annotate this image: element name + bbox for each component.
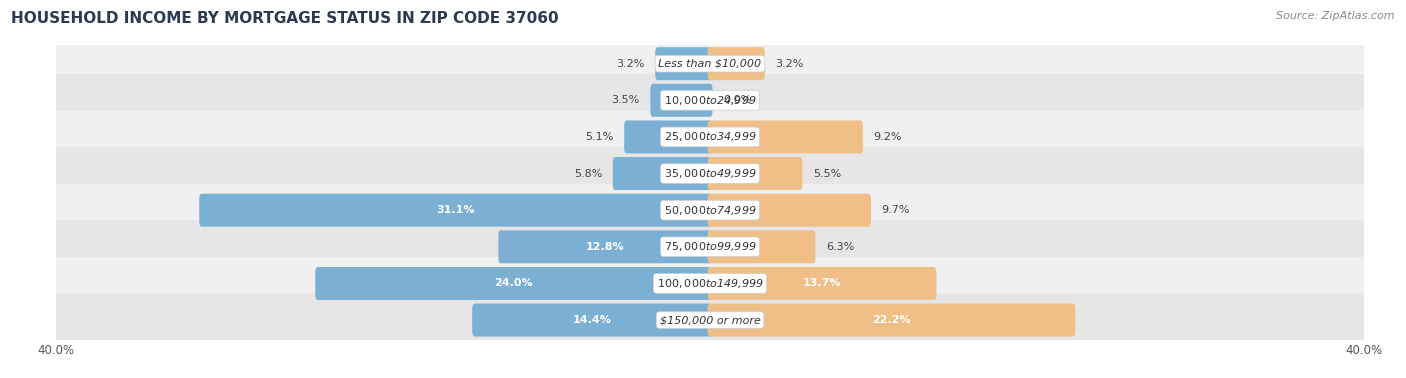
FancyBboxPatch shape (624, 121, 713, 153)
Text: $150,000 or more: $150,000 or more (659, 315, 761, 325)
FancyBboxPatch shape (52, 257, 1368, 310)
FancyBboxPatch shape (472, 304, 713, 336)
Text: 6.3%: 6.3% (827, 242, 855, 252)
FancyBboxPatch shape (655, 47, 713, 80)
Text: 31.1%: 31.1% (437, 205, 475, 215)
FancyBboxPatch shape (52, 294, 1368, 346)
Text: $75,000 to $99,999: $75,000 to $99,999 (664, 240, 756, 253)
FancyBboxPatch shape (52, 37, 1368, 90)
Text: 3.2%: 3.2% (776, 59, 804, 69)
FancyBboxPatch shape (52, 184, 1368, 237)
Text: 12.8%: 12.8% (586, 242, 624, 252)
Text: 14.4%: 14.4% (572, 315, 612, 325)
Text: 5.1%: 5.1% (585, 132, 613, 142)
Text: 5.8%: 5.8% (574, 169, 602, 178)
FancyBboxPatch shape (315, 267, 713, 300)
Text: $100,000 to $149,999: $100,000 to $149,999 (657, 277, 763, 290)
Text: $50,000 to $74,999: $50,000 to $74,999 (664, 204, 756, 217)
Text: 24.0%: 24.0% (495, 279, 533, 288)
FancyBboxPatch shape (707, 230, 815, 263)
Text: $10,000 to $24,999: $10,000 to $24,999 (664, 94, 756, 107)
Text: $35,000 to $49,999: $35,000 to $49,999 (664, 167, 756, 180)
Text: 13.7%: 13.7% (803, 279, 841, 288)
FancyBboxPatch shape (52, 147, 1368, 200)
FancyBboxPatch shape (707, 47, 765, 80)
Text: $25,000 to $34,999: $25,000 to $34,999 (664, 130, 756, 143)
Text: 9.7%: 9.7% (882, 205, 910, 215)
FancyBboxPatch shape (52, 220, 1368, 273)
FancyBboxPatch shape (707, 304, 1076, 336)
Text: HOUSEHOLD INCOME BY MORTGAGE STATUS IN ZIP CODE 37060: HOUSEHOLD INCOME BY MORTGAGE STATUS IN Z… (11, 11, 558, 26)
FancyBboxPatch shape (651, 84, 713, 117)
FancyBboxPatch shape (498, 230, 713, 263)
Text: Less than $10,000: Less than $10,000 (658, 59, 762, 69)
Text: 0.0%: 0.0% (723, 95, 751, 105)
FancyBboxPatch shape (707, 157, 803, 190)
Text: 9.2%: 9.2% (873, 132, 903, 142)
FancyBboxPatch shape (707, 121, 863, 153)
Text: 3.2%: 3.2% (616, 59, 644, 69)
FancyBboxPatch shape (707, 194, 872, 227)
FancyBboxPatch shape (707, 267, 936, 300)
Text: Source: ZipAtlas.com: Source: ZipAtlas.com (1277, 11, 1395, 21)
FancyBboxPatch shape (52, 110, 1368, 163)
Text: 22.2%: 22.2% (872, 315, 911, 325)
Text: 3.5%: 3.5% (612, 95, 640, 105)
FancyBboxPatch shape (200, 194, 713, 227)
FancyBboxPatch shape (52, 74, 1368, 127)
FancyBboxPatch shape (613, 157, 713, 190)
Text: 5.5%: 5.5% (813, 169, 841, 178)
